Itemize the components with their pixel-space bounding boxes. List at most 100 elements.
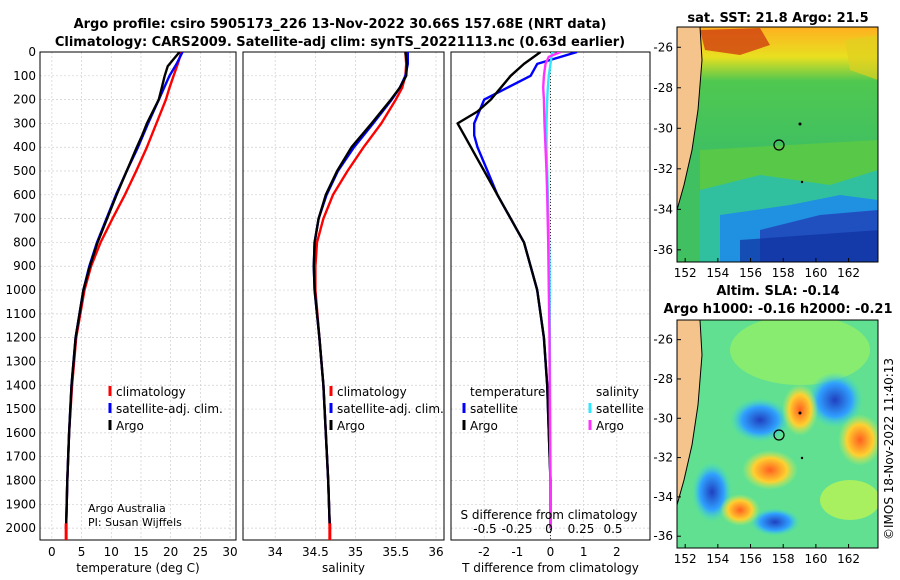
legend-label: satellite-adj. clim. <box>116 402 223 416</box>
map-y-tick-label: -32 <box>653 162 673 176</box>
y-tick-label: 800 <box>13 235 36 249</box>
legend-label: climatology <box>337 385 407 399</box>
y-tick-label: 1400 <box>5 378 36 392</box>
y-tick-label: 600 <box>13 188 36 202</box>
map-y-tick-label: -36 <box>653 529 673 543</box>
imos-stamp: ©IMOS 18-Nov-2022 11:40:13 <box>882 358 896 540</box>
series-line-s-argo <box>542 52 561 529</box>
sst-map-ticks: 152 154 156 158 160 162 -26 -28 -30 -32 -34 -36 <box>653 40 860 280</box>
sst-float-marker <box>773 139 785 151</box>
y-tick-label: 1300 <box>5 354 36 368</box>
map-x-tick-label: 152 <box>674 266 697 280</box>
map-y-tick-label: -32 <box>653 451 673 465</box>
x-axis-label: temperature (deg C) <box>76 561 199 575</box>
series-line-t-satellite <box>473 52 578 529</box>
map-y-tick-label: -28 <box>653 81 673 95</box>
legend-label: Argo <box>337 419 365 433</box>
x-tick-label: 35.5 <box>382 545 409 559</box>
x-tick-label: 0 <box>48 545 56 559</box>
title-line-2: Climatology: CARS2009. Satellite-adj cli… <box>55 35 625 50</box>
series-group <box>312 52 409 529</box>
map-x-tick-label: 158 <box>772 266 795 280</box>
map-y-tick-label: -34 <box>653 202 673 216</box>
map-x-tick-label: 154 <box>706 552 729 566</box>
x2-tick-label: 0.25 <box>568 522 595 536</box>
x-tick-label: 34.5 <box>302 545 329 559</box>
map-x-tick-label: 158 <box>772 552 795 566</box>
legend-label: Argo <box>596 419 624 433</box>
x2-tick-label: 0.5 <box>603 522 622 536</box>
map-x-tick-label: 162 <box>837 552 860 566</box>
y-tick-label: 1900 <box>5 497 36 511</box>
sla-float-marker <box>773 429 785 441</box>
x2-tick-label: -0.5 <box>473 522 496 536</box>
sst-map-title: sat. SST: 21.8 Argo: 21.5 <box>687 11 868 26</box>
y-tick-label: 400 <box>13 140 36 154</box>
x-tick-label: 2 <box>613 545 621 559</box>
map-y-tick-label: -26 <box>653 333 673 347</box>
legend-label: satellite-adj. clim. <box>337 402 444 416</box>
temperature-panel: 0100200300400500600700800900100011001200… <box>5 45 237 575</box>
legend-label: satellite <box>470 402 518 416</box>
x-tick-label: 20 <box>163 545 178 559</box>
y-tick-label: 100 <box>13 69 36 83</box>
map-y-tick-label: -30 <box>653 121 673 135</box>
axes-frame <box>242 51 445 541</box>
legend-title-temperature: temperature <box>470 385 545 399</box>
axes-frame <box>39 51 237 541</box>
series-line-argo <box>64 52 181 529</box>
y-tick-label: 1000 <box>5 283 36 297</box>
map-y-tick-label: -26 <box>653 40 673 54</box>
y-tick-label: 1700 <box>5 450 36 464</box>
x-tick-label: -2 <box>478 545 490 559</box>
map-x-tick-label: 154 <box>706 266 729 280</box>
salinity-panel: 34 34.5 35 35.5 36 salinity climatology satelli… <box>242 51 445 575</box>
map-y-tick-label: -34 <box>653 490 673 504</box>
y-tick-label: 1800 <box>5 473 36 487</box>
y-tick-label: 0 <box>28 45 36 59</box>
sla-map-ticks: 152 154 156 158 160 162 -26 -28 -30 -32 -34 -36 <box>653 333 860 566</box>
map-y-tick-label: -28 <box>653 372 673 386</box>
map-y-tick-label: -30 <box>653 411 673 425</box>
series-group <box>456 52 578 529</box>
x2-tick-label: 0 <box>545 522 553 536</box>
sla-map-subtitle: Argo h1000: -0.16 h2000: -0.21 <box>663 302 892 317</box>
x-axis-label: T difference from climatology <box>461 561 639 575</box>
x2-tick-label: -0.25 <box>501 522 532 536</box>
legend-label: Argo <box>116 419 144 433</box>
y-tick-label: 1600 <box>5 426 36 440</box>
map-x-tick-label: 160 <box>804 552 827 566</box>
map-y-tick-label: -36 <box>653 243 673 257</box>
map-x-tick-label: 160 <box>804 266 827 280</box>
x-tick-label: -1 <box>511 545 523 559</box>
y-tick-label: 900 <box>13 259 36 273</box>
title-line-1: Argo profile: csiro 5905173_226 13-Nov-2… <box>74 17 607 32</box>
y-tick-label: 1200 <box>5 331 36 345</box>
map-x-tick-label: 156 <box>739 552 762 566</box>
sla-map-title: Altim. SLA: -0.14 <box>716 284 839 299</box>
x-tick-label: 30 <box>222 545 237 559</box>
legend-title-salinity: salinity <box>596 385 639 399</box>
y-tick-label: 2000 <box>5 521 36 535</box>
x-tick-label: 5 <box>78 545 86 559</box>
map-x-tick-label: 152 <box>674 552 697 566</box>
x-tick-label: 10 <box>104 545 119 559</box>
y-tick-label: 1100 <box>5 307 36 321</box>
y-tick-label: 500 <box>13 164 36 178</box>
legend-label: satellite <box>596 402 644 416</box>
x-tick-label: 0 <box>547 545 555 559</box>
y-tick-label: 300 <box>13 116 36 130</box>
x-tick-label: 25 <box>193 545 208 559</box>
difference-panel: -2 -1 0 1 2 T difference from climatology temp… <box>450 51 651 575</box>
x-axis-label: salinity <box>322 561 365 575</box>
credit-line-2: PI: Susan Wijffels <box>88 516 182 529</box>
legend-label: climatology <box>116 385 186 399</box>
x-tick-label: 34 <box>268 545 283 559</box>
x-tick-label: 36 <box>428 545 443 559</box>
y-tick-label: 200 <box>13 93 36 107</box>
series-group <box>64 52 184 529</box>
y-tick-label: 1500 <box>5 402 36 416</box>
x-tick-label: 35 <box>348 545 363 559</box>
x2-axis-label: S difference from climatology <box>461 508 638 522</box>
